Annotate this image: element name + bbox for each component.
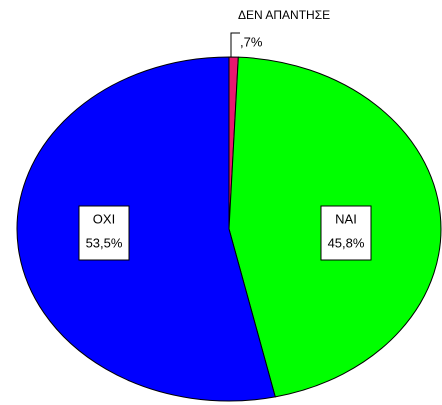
slice-label: ΟΧΙ — [93, 211, 115, 226]
label-box — [320, 205, 372, 261]
slice-label: ΔΕΝ ΑΠΑΝΤΗΣΕ — [238, 8, 330, 22]
label-box — [78, 205, 130, 261]
value-label: 45,8% — [328, 235, 365, 250]
value-label: ,7% — [240, 34, 263, 49]
leader-line — [230, 32, 240, 57]
slice-label: ΝΑΙ — [335, 211, 357, 226]
value-label: 53,5% — [86, 235, 123, 250]
pie-slice — [16, 56, 276, 402]
